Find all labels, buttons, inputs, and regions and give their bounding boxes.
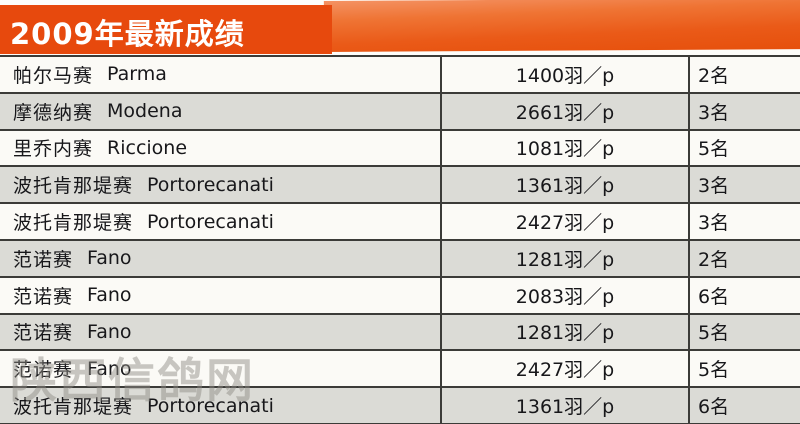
race-name-en: Parma: [107, 63, 167, 86]
title-bar: 2009年最新成绩: [0, 5, 332, 54]
race-name-cn: 帕尔马赛: [13, 64, 94, 87]
bird-count-cell: 2083羽／p: [442, 277, 690, 313]
race-name-cn: 波托肯那堤赛: [13, 396, 134, 419]
page-title: 2009年最新成绩: [10, 16, 245, 51]
race-name-en: Modena: [107, 100, 183, 123]
race-name-cell: 帕尔马赛 Parma: [0, 57, 442, 92]
race-name-en: Fano: [87, 247, 132, 270]
race-name-cn: 摩德纳赛: [13, 101, 94, 124]
table-row: 摩德纳赛 Modena 2661羽／p 3名: [0, 93, 800, 131]
race-name-en: Fano: [87, 320, 132, 343]
rank-cell: 3名: [698, 212, 730, 235]
table-row: 波托肯那堤赛 Portorecanati 1361羽／p 3名: [0, 167, 800, 205]
bird-count-cell: 1361羽／p: [442, 388, 690, 423]
race-name-cn: 范诺赛: [13, 322, 74, 345]
rank-cell: 5名: [698, 322, 730, 345]
table-row: 波托肯那堤赛 Portorecanati 1361羽／p 6名: [0, 388, 800, 424]
race-name-en: Portorecanati: [147, 173, 274, 196]
header-decor-band: [323, 0, 800, 52]
race-name-cell: 范诺赛 Fano: [0, 277, 442, 313]
race-name-en: Fano: [87, 284, 132, 307]
race-name-cn: 范诺赛: [13, 359, 74, 382]
race-name-cell: 摩德纳赛 Modena: [0, 93, 442, 129]
rank-cell: 5名: [698, 138, 730, 161]
table-row: 范诺赛 Fano 2427羽／p 5名: [0, 351, 800, 389]
rank-cell: 2名: [698, 64, 730, 87]
table-row: 里乔内赛 Riccione 1081羽／p 5名: [0, 130, 800, 168]
table-row: 帕尔马赛 Parma 1400羽／p 2名: [0, 57, 800, 94]
bird-count-cell: 1361羽／p: [442, 167, 690, 203]
race-name-en: Portorecanati: [147, 210, 274, 233]
race-name-cell: 范诺赛 Fano: [0, 314, 442, 350]
race-name-cell: 波托肯那堤赛 Portorecanati: [0, 167, 442, 203]
table-row: 波托肯那堤赛 Portorecanati 2427羽／p 3名: [0, 204, 800, 241]
rank-cell: 3名: [698, 175, 730, 198]
bird-count-cell: 1400羽／p: [442, 57, 690, 92]
race-name-cn: 范诺赛: [13, 285, 74, 308]
bird-count-cell: 1281羽／p: [442, 240, 690, 276]
race-name-cell: 里乔内赛 Riccione: [0, 130, 442, 166]
race-name-cn: 里乔内赛: [13, 138, 94, 161]
race-name-en: Portorecanati: [147, 394, 274, 417]
bird-count-cell: 2427羽／p: [442, 204, 690, 239]
bird-count-cell: 1081羽／p: [442, 130, 690, 166]
table-row: 范诺赛 Fano 2083羽／p 6名: [0, 277, 800, 315]
race-name-cell: 范诺赛 Fano: [0, 240, 442, 276]
race-name-cell: 范诺赛 Fano: [0, 351, 442, 387]
race-name-cell: 波托肯那堤赛 Portorecanati: [0, 388, 442, 423]
rank-cell: 6名: [698, 396, 730, 419]
rank-cell: 6名: [698, 285, 730, 308]
race-name-cell: 波托肯那堤赛 Portorecanati: [0, 204, 442, 239]
rank-cell: 3名: [698, 101, 730, 124]
table-row: 范诺赛 Fano 1281羽／p 5名: [0, 314, 800, 352]
bird-count-cell: 1281羽／p: [442, 314, 690, 350]
rank-cell: 5名: [698, 359, 730, 382]
rank-cell: 2名: [698, 248, 730, 271]
table-row: 范诺赛 Fano 1281羽／p 2名: [0, 240, 800, 278]
race-name-cn: 波托肯那堤赛: [13, 212, 134, 235]
bird-count-cell: 2427羽／p: [442, 351, 690, 387]
race-name-en: Fano: [87, 357, 132, 380]
results-table: 帕尔马赛 Parma 1400羽／p 2名 摩德纳赛 Modena 2661羽／p …: [0, 55, 800, 424]
bird-count-cell: 2661羽／p: [442, 93, 690, 129]
race-name-en: Riccione: [107, 136, 188, 159]
race-name-cn: 波托肯那堤赛: [13, 175, 134, 198]
race-name-cn: 范诺赛: [13, 248, 74, 271]
